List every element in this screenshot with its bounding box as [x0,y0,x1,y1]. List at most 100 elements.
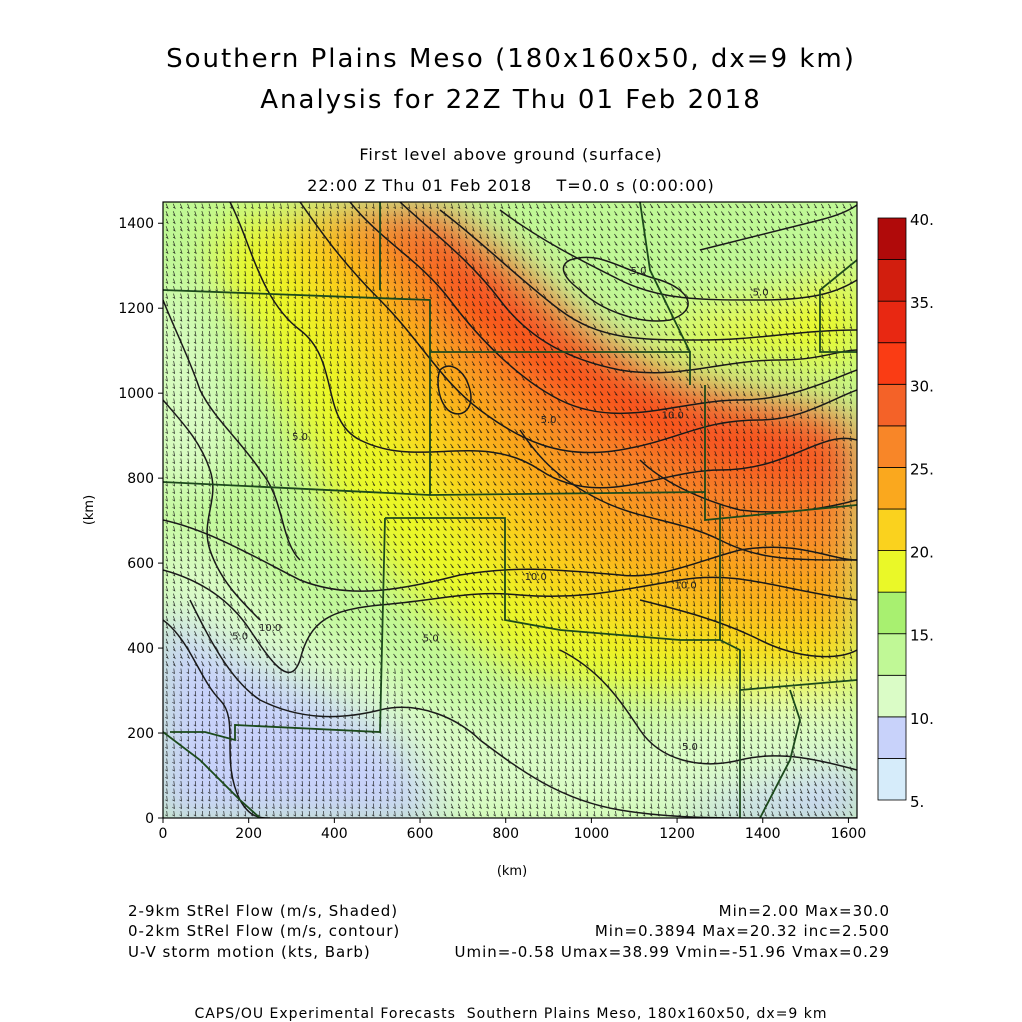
contour-label: 10.0 [259,623,281,634]
contour-line [163,519,857,592]
y-axis-label: (km) [82,495,97,525]
state-border [163,731,261,818]
x-tick-label: 800 [492,826,519,842]
barb-field [165,203,854,817]
y-tick-label: 600 [127,556,154,572]
legend-contour-stats: Min=0.3894 Max=20.32 inc=2.500 [594,922,890,940]
contour-label: 10.0 [675,581,697,592]
wind-barbs [165,203,854,817]
contour-line [163,399,261,621]
x-tick-label: 200 [235,826,262,842]
contour-label: 5.0 [753,287,769,298]
x-axis-label: (km) [497,864,527,879]
y-tick-label: 1400 [118,216,154,232]
contour-line [229,202,857,489]
plot-title-line1: Southern Plains Meso (180x160x50, dx=9 k… [166,44,856,74]
state-border [385,505,721,641]
colorbar-segment [877,467,907,510]
contour-line [437,365,472,415]
plot-subtitle-line2: 22:00 Z Thu 01 Feb 2018 T=0.0 s (0:00:00… [307,176,715,195]
shade-red-core [420,260,700,445]
colorbar-segment [877,217,907,260]
contour-label: 5.0 [682,742,698,753]
y-tick-label: 400 [127,641,154,657]
colorbar-segment [877,300,907,344]
state-border [819,259,857,353]
contour-line [189,599,857,818]
y-tick-label: 1200 [118,301,154,317]
contour-label: 5.0 [232,632,248,643]
y-tick-label: 800 [127,471,154,487]
contour-line [639,599,857,658]
colorbar-segment [877,716,907,759]
contour-line [559,649,857,771]
contour-line [163,569,857,674]
state-border [170,517,386,742]
colorbar-label: 10. [910,710,934,728]
contour-label: 10.0 [662,411,684,422]
x-tick-label: 600 [407,826,434,842]
legend-contour-label: 0-2km StRel Flow (m/s, contour) [128,922,401,940]
x-tick-label: 400 [321,826,348,842]
contour-line [562,256,689,322]
colorbar-segment [877,674,907,718]
contour-line [519,429,857,561]
shade-pale-green [163,526,857,818]
x-tick-label: 1000 [574,826,610,842]
contour-line [349,202,857,415]
contour-line [699,204,857,251]
colorbar-label: 25. [910,460,934,478]
legend-barb-stats: Umin=-0.58 Umax=38.99 Vmin=-51.96 Vmax=0… [454,943,890,961]
state-border [639,202,691,353]
colorbar-segment [877,383,907,427]
legend-shaded-stats: Min=2.00 Max=30.0 [718,902,890,920]
colorbar-segment [877,633,907,676]
colorbar-segment [877,758,907,801]
contour-label: 5.0 [631,266,647,277]
colorbar-segment [877,550,907,593]
x-tick-label: 0 [159,826,168,842]
colorbar-segment [877,425,907,468]
contour-line [399,202,857,374]
contour-label: 10.0 [525,572,547,583]
y-axis: 0 200 400 600 800 1000 1200 1400 [118,216,163,827]
y-tick-label: 0 [145,811,154,827]
contour-label: 5.0 [292,432,308,443]
colorbar-segment [877,508,907,551]
x-tick-label: 1600 [831,826,867,842]
x-tick-label: 1400 [745,826,781,842]
legend-shaded-label: 2-9km StRel Flow (m/s, Shaded) [128,902,399,920]
contour-lines [163,202,857,818]
contour-label: 5.0 [541,415,557,426]
contour-labels: 5.0 5.0 10.0 10.0 5.0 5.0 10.0 5.0 5.0 10.0 5.0 [232,266,768,753]
colorbar-label: 5. [910,793,924,811]
state-border [163,289,431,495]
state-border [759,689,801,818]
contour-line [439,209,857,341]
contour-line [163,619,271,818]
y-tick-label: 200 [127,726,154,742]
colorbar-segment [877,342,907,385]
colorbar-segment [877,591,907,635]
x-tick-label: 1200 [659,826,695,842]
contour-line [163,299,301,561]
colorbar-label: 15. [910,627,934,645]
legend-barb-label: U-V storm motion (kts, Barb) [128,943,371,961]
y-tick-label: 1000 [118,386,154,402]
footer-credit: CAPS/OU Experimental Forecasts Southern … [194,1006,828,1022]
plot-title-line2: Analysis for 22Z Thu 01 Feb 2018 [260,85,762,115]
colorbar: 5. 10. 15. 20. 25. 30. 35. 40. [877,211,934,811]
plot-frame [162,201,858,819]
plot-subtitle-line1: First level above ground (surface) [359,145,663,164]
colorbar-label: 30. [910,377,934,395]
state-border [719,639,857,691]
colorbar-label: 35. [910,294,934,312]
x-axis: 0 200 400 600 800 1000 1200 1400 1600 [159,818,867,842]
state-boundaries [163,202,857,818]
colorbar-label: 20. [910,544,934,562]
colorbar-label: 40. [910,211,934,229]
contour-label: 5.0 [423,634,439,645]
contour-line [299,202,857,454]
colorbar-segment [877,259,907,302]
